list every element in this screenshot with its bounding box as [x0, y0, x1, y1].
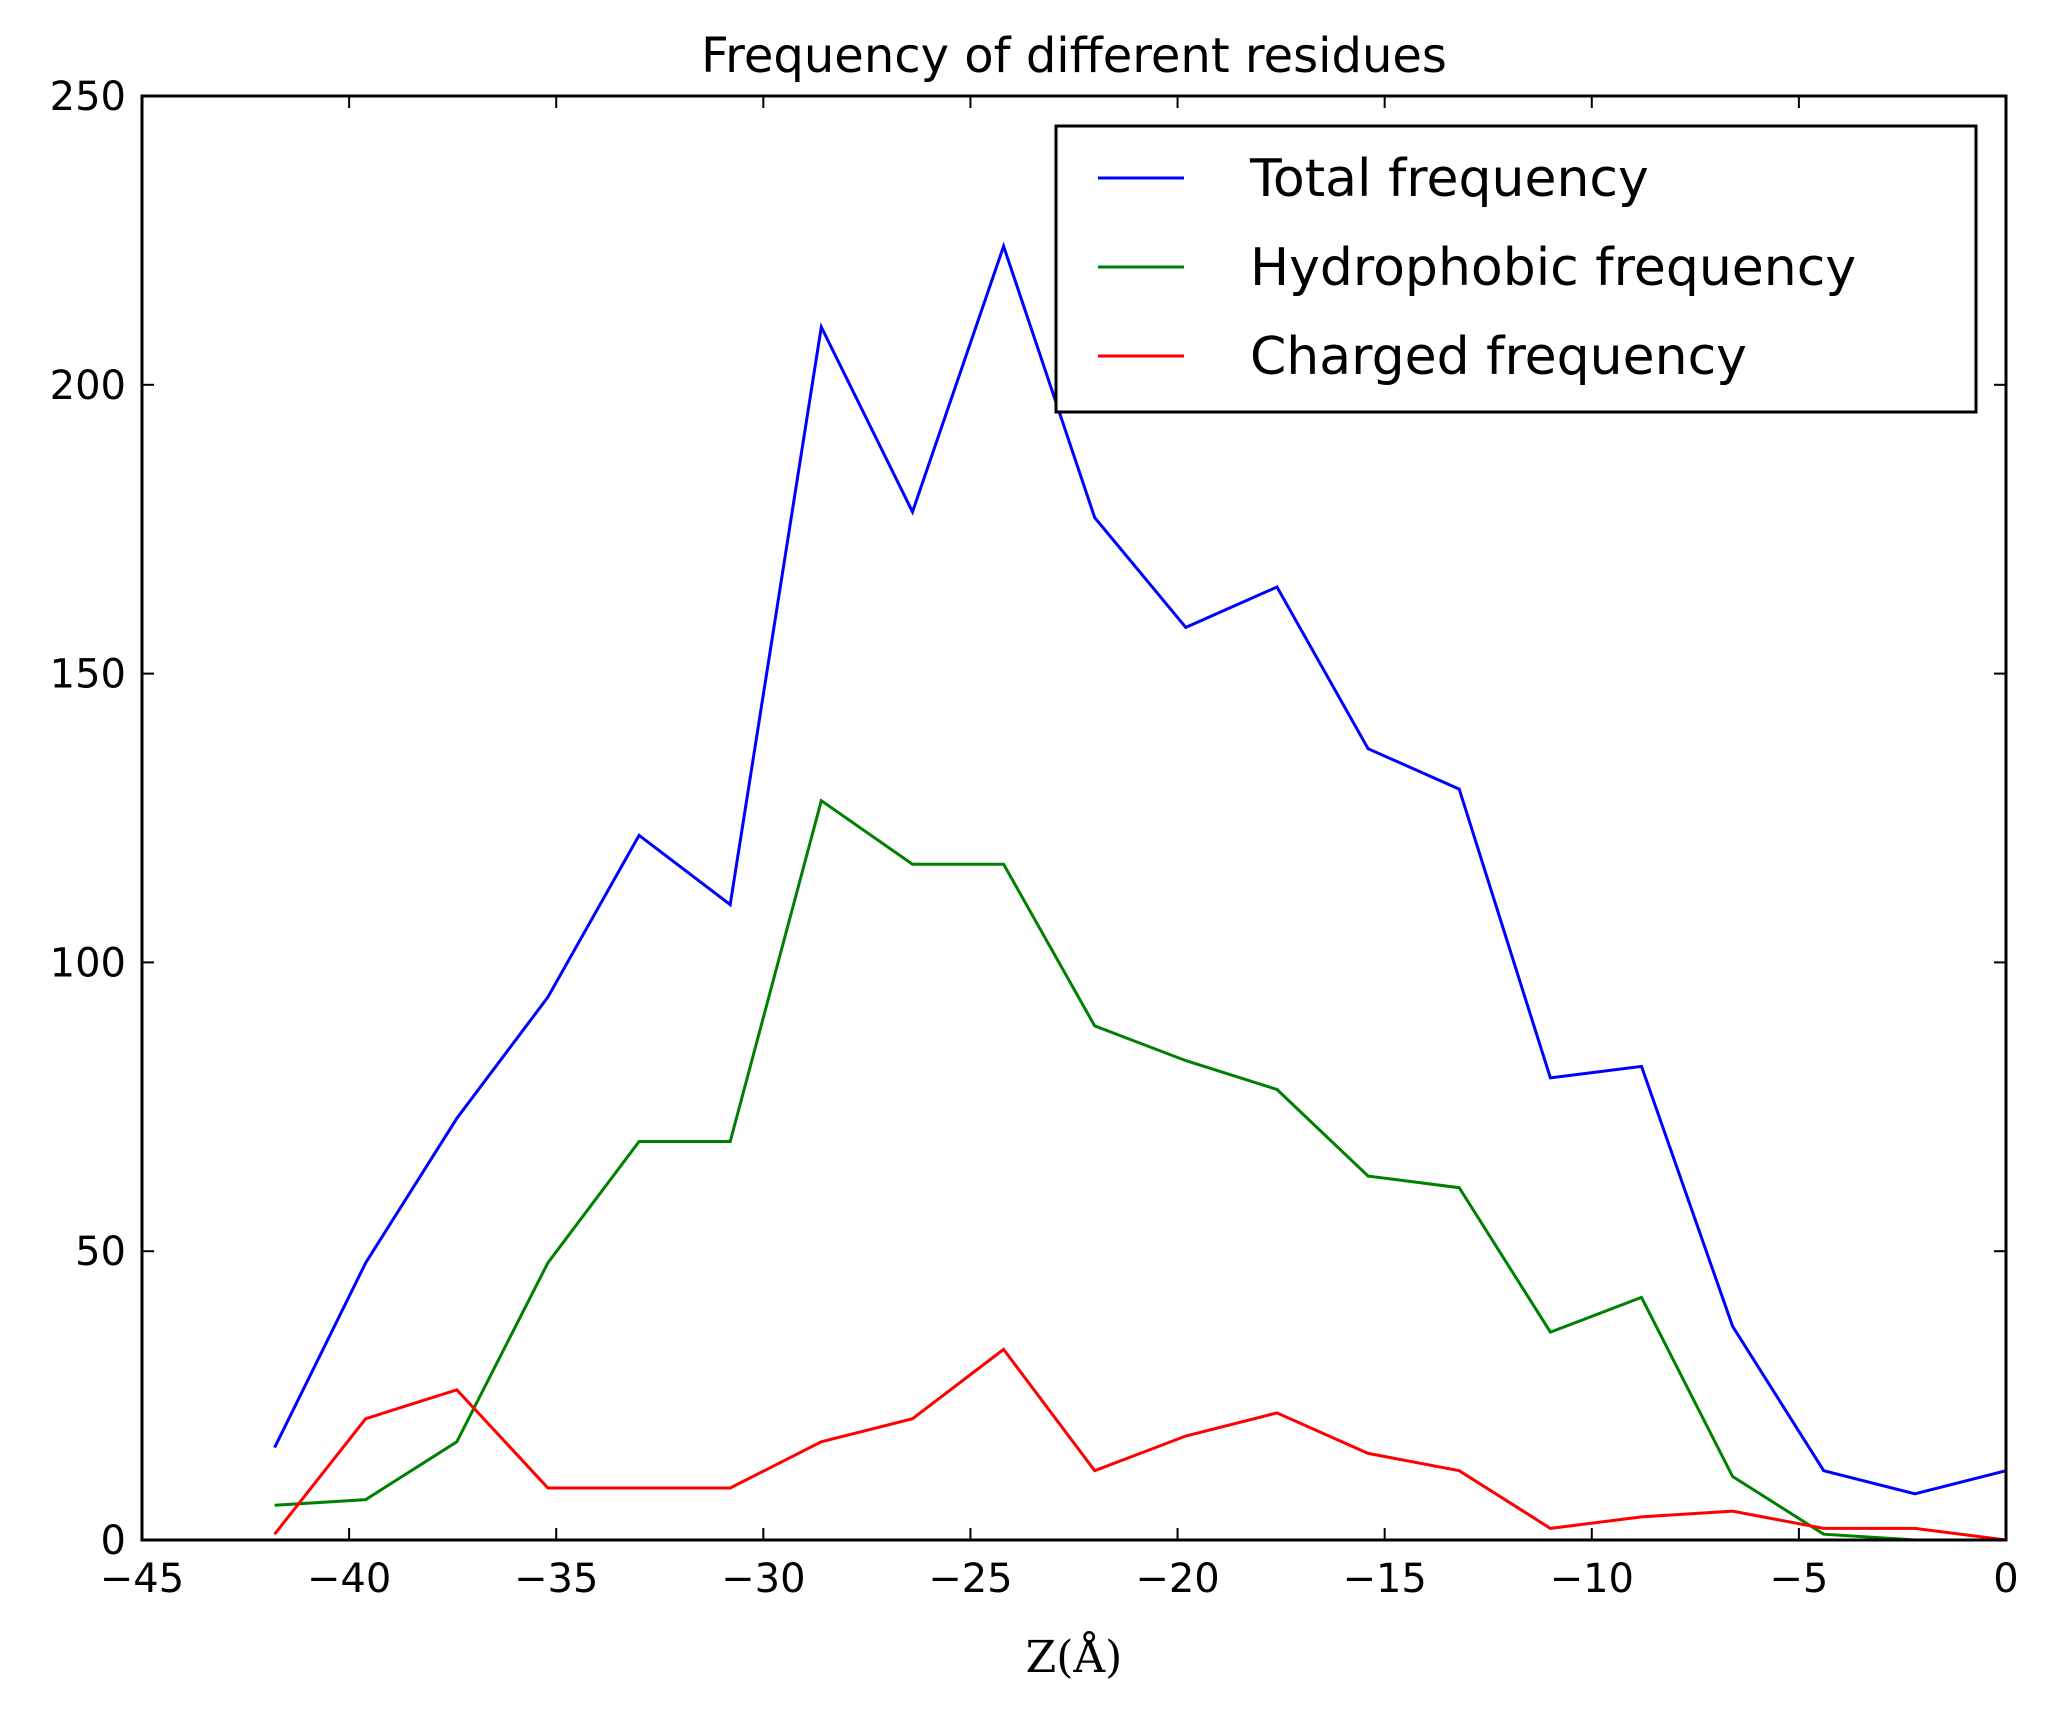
y-tick-label: 100 — [50, 940, 126, 986]
legend-label: Charged frequency — [1250, 327, 1747, 387]
chart-title: Frequency of different residues — [701, 28, 1447, 84]
legend-box — [1054, 124, 1978, 414]
legend-label: Hydrophobic frequency — [1250, 238, 1856, 298]
x-tick-label: −20 — [1135, 1556, 1219, 1602]
y-tick-label: 200 — [50, 363, 126, 409]
y-tick-label: 250 — [50, 74, 126, 120]
series-line-charged-frequency — [273, 1347, 2007, 1542]
x-tick-label: −15 — [1342, 1556, 1426, 1602]
series-line-total-frequency — [273, 241, 2007, 1496]
x-tick-label: −30 — [721, 1556, 805, 1602]
y-tick-label: 0 — [101, 1518, 126, 1564]
legend-label: Total frequency — [1249, 149, 1649, 209]
x-tick-label: −25 — [928, 1556, 1012, 1602]
x-tick-label: −5 — [1769, 1556, 1828, 1602]
plot-series — [273, 241, 2007, 1542]
x-tick-label: −45 — [100, 1556, 184, 1602]
x-tick-label: −40 — [307, 1556, 391, 1602]
series-line-hydrophobic-frequency — [274, 798, 2006, 1542]
x-tick-label: 0 — [1993, 1556, 2018, 1602]
y-tick-label: 50 — [75, 1229, 126, 1275]
x-axis-label: Z(Å) — [1026, 1630, 1123, 1683]
y-tick-label: 150 — [50, 652, 126, 698]
x-tick-label: −10 — [1550, 1556, 1634, 1602]
plot-frame — [140, 94, 2008, 1542]
legend: Total frequency Hydrophobic frequency Char… — [1054, 124, 1978, 414]
x-tick-label: −35 — [514, 1556, 598, 1602]
axis-ticks: −45 −40 −35 −30 −25 −20 −15 −10 −5 0 0 50 100 150 200 2… — [50, 74, 2019, 1602]
